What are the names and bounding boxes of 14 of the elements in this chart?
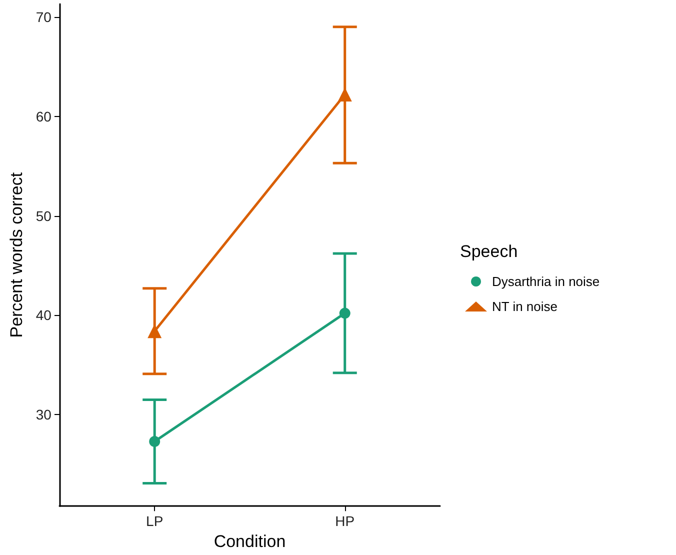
y-tick-label: 50 bbox=[36, 208, 52, 224]
x-tick-label: LP bbox=[146, 513, 164, 530]
y-tick-label: 30 bbox=[36, 406, 52, 423]
legend-label: Dysarthria in noise bbox=[492, 274, 600, 289]
legend-label: NT in noise bbox=[492, 299, 558, 314]
x-tick-label: HP bbox=[335, 513, 355, 530]
point bbox=[339, 308, 350, 319]
legend-title: Speech bbox=[460, 242, 518, 261]
y-tick-label: 70 bbox=[36, 8, 52, 25]
y-tick-label: 40 bbox=[36, 307, 52, 324]
point bbox=[149, 436, 160, 447]
y-tick-label: 60 bbox=[36, 108, 52, 124]
y-axis-title: Percent words correct bbox=[7, 172, 26, 338]
x-axis-title: Condition bbox=[214, 532, 286, 551]
